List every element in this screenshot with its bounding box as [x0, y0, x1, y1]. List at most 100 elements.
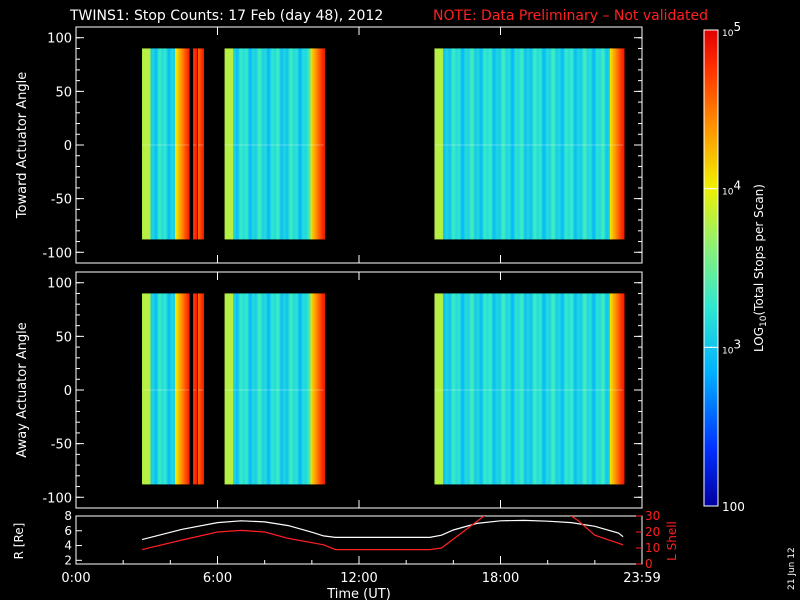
heatmap-column [225, 48, 227, 240]
heatmap-column [470, 48, 472, 240]
heatmap-column [147, 293, 150, 485]
heatmap-column [471, 48, 473, 240]
heatmap-column [515, 48, 517, 240]
heatmap-column [167, 293, 169, 485]
y-tick-label: 100 [47, 32, 72, 47]
heatmap-column [535, 293, 537, 485]
heatmap-column [161, 293, 164, 485]
heatmap-column [613, 48, 616, 240]
heatmap-column [244, 48, 246, 240]
heatmap-column [593, 48, 596, 240]
heatmap-column [573, 293, 575, 485]
heatmap-column [604, 293, 606, 485]
radius-tick-label: 6 [64, 524, 72, 538]
heatmap-column [238, 48, 241, 240]
heatmap-segment [434, 293, 625, 485]
heatmap-column [322, 48, 325, 240]
heatmap-column [283, 48, 285, 240]
heatmap-column [490, 293, 492, 485]
heatmap-column [588, 293, 590, 485]
heatmap-column [173, 48, 175, 240]
heatmap-column [474, 293, 476, 485]
heatmap-column [253, 48, 256, 240]
heatmap-column [233, 48, 235, 240]
heatmap-column [453, 293, 455, 485]
heatmap-column [531, 293, 533, 485]
heatmap-column [249, 48, 251, 240]
heatmap-column [582, 48, 584, 240]
heatmap-column [530, 293, 533, 485]
heatmap-column [264, 293, 266, 485]
heatmap-column [297, 48, 299, 240]
heatmap-column [569, 293, 571, 485]
heatmap-column [187, 293, 189, 485]
heatmap-column [569, 48, 571, 240]
heatmap-column [551, 293, 553, 485]
heatmap-column [574, 293, 576, 485]
heatmap-column [148, 293, 150, 485]
time-tick-label: 6:00 [203, 571, 232, 586]
heatmap-column [441, 293, 443, 485]
y-tick-label: -100 [42, 246, 72, 261]
heatmap-column [238, 293, 241, 485]
heatmap-segment [224, 293, 325, 485]
heatmap-column [267, 293, 269, 485]
heatmap-column [502, 48, 504, 240]
heatmap-column [531, 48, 533, 240]
heatmap-column [571, 48, 573, 240]
heatmap-column [441, 48, 443, 240]
heatmap-column [552, 293, 554, 485]
heatmap-column [613, 293, 616, 485]
heatmap-column [475, 293, 478, 485]
heatmap-column [316, 48, 318, 240]
heatmap-column [262, 293, 264, 485]
lshell-y-axis: 30 20 10 0 [636, 509, 660, 571]
heatmap-column [522, 293, 524, 485]
heatmap-column [563, 48, 566, 240]
heatmap-column [172, 293, 174, 485]
date-stamp: 21 Jun 12 [787, 547, 797, 590]
heatmap-column [540, 48, 542, 240]
heatmap-column [309, 293, 311, 485]
heatmap-column [566, 48, 568, 240]
heatmap-column [505, 48, 507, 240]
heatmap-column [508, 48, 511, 240]
heatmap-column [242, 293, 244, 485]
heatmap-column [167, 48, 169, 240]
heatmap-column [437, 293, 439, 485]
heatmap-column [469, 293, 471, 485]
heatmap-column [493, 293, 496, 485]
heatmap-column [538, 293, 540, 485]
heatmap-column [456, 293, 458, 485]
heatmap-column [436, 293, 438, 485]
heatmap-column [535, 48, 537, 240]
heatmap-column [263, 48, 265, 240]
heatmap-column [253, 293, 256, 485]
heatmap-column [252, 293, 255, 485]
heatmap-column [589, 293, 591, 485]
heatmap-column [552, 48, 554, 240]
heatmap-column [568, 293, 570, 485]
heatmap-column [312, 293, 314, 485]
heatmap-column [487, 293, 489, 485]
heatmap-column [509, 48, 512, 240]
heatmap-column [611, 293, 614, 485]
heatmap-column [465, 48, 467, 240]
heatmap-zero-band [434, 144, 624, 146]
lshell-tick-label: 0 [645, 557, 653, 571]
heatmap-column [584, 293, 586, 485]
heatmap-column [274, 48, 276, 240]
heatmap-column [257, 293, 259, 485]
heatmap-column [570, 48, 572, 240]
heatmap-column [573, 48, 575, 240]
heatmap-column [504, 293, 506, 485]
heatmap-column [466, 293, 468, 485]
heatmap-column [491, 48, 493, 240]
heatmap-column [458, 293, 461, 485]
heatmap-column [587, 48, 589, 240]
heatmap-column [282, 48, 284, 240]
heatmap-column [606, 48, 608, 240]
heatmap-column [610, 48, 613, 240]
heatmap-column [599, 48, 601, 240]
heatmap-column [523, 48, 525, 240]
